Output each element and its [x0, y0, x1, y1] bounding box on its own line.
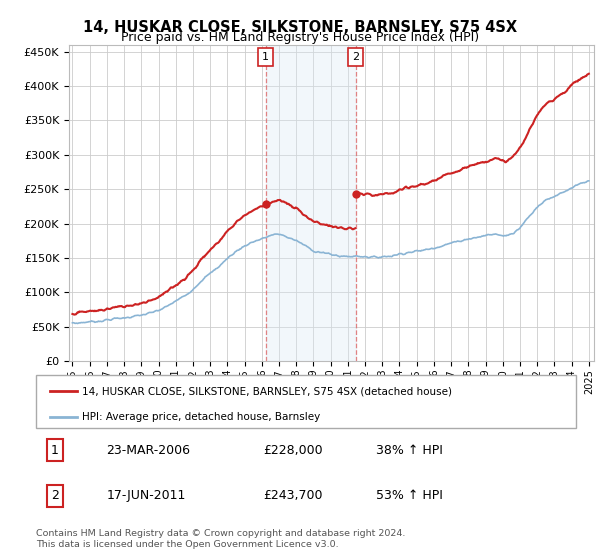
Text: 1: 1 [262, 52, 269, 62]
FancyBboxPatch shape [36, 375, 576, 428]
Text: 23-MAR-2006: 23-MAR-2006 [106, 444, 190, 457]
Text: £228,000: £228,000 [263, 444, 322, 457]
Text: 38% ↑ HPI: 38% ↑ HPI [376, 444, 443, 457]
Text: 14, HUSKAR CLOSE, SILKSTONE, BARNSLEY, S75 4SX (detached house): 14, HUSKAR CLOSE, SILKSTONE, BARNSLEY, S… [82, 386, 452, 396]
Bar [266, 45, 356, 361]
Text: £243,700: £243,700 [263, 489, 322, 502]
Text: 1: 1 [51, 444, 59, 457]
Text: 2: 2 [51, 489, 59, 502]
Text: 17-JUN-2011: 17-JUN-2011 [106, 489, 185, 502]
Text: Contains HM Land Registry data © Crown copyright and database right 2024.
This d: Contains HM Land Registry data © Crown c… [36, 529, 406, 549]
Text: 2: 2 [352, 52, 359, 62]
Text: 53% ↑ HPI: 53% ↑ HPI [376, 489, 443, 502]
Text: Price paid vs. HM Land Registry's House Price Index (HPI): Price paid vs. HM Land Registry's House … [121, 31, 479, 44]
Text: HPI: Average price, detached house, Barnsley: HPI: Average price, detached house, Barn… [82, 412, 320, 422]
Text: 14, HUSKAR CLOSE, SILKSTONE, BARNSLEY, S75 4SX: 14, HUSKAR CLOSE, SILKSTONE, BARNSLEY, S… [83, 20, 517, 35]
